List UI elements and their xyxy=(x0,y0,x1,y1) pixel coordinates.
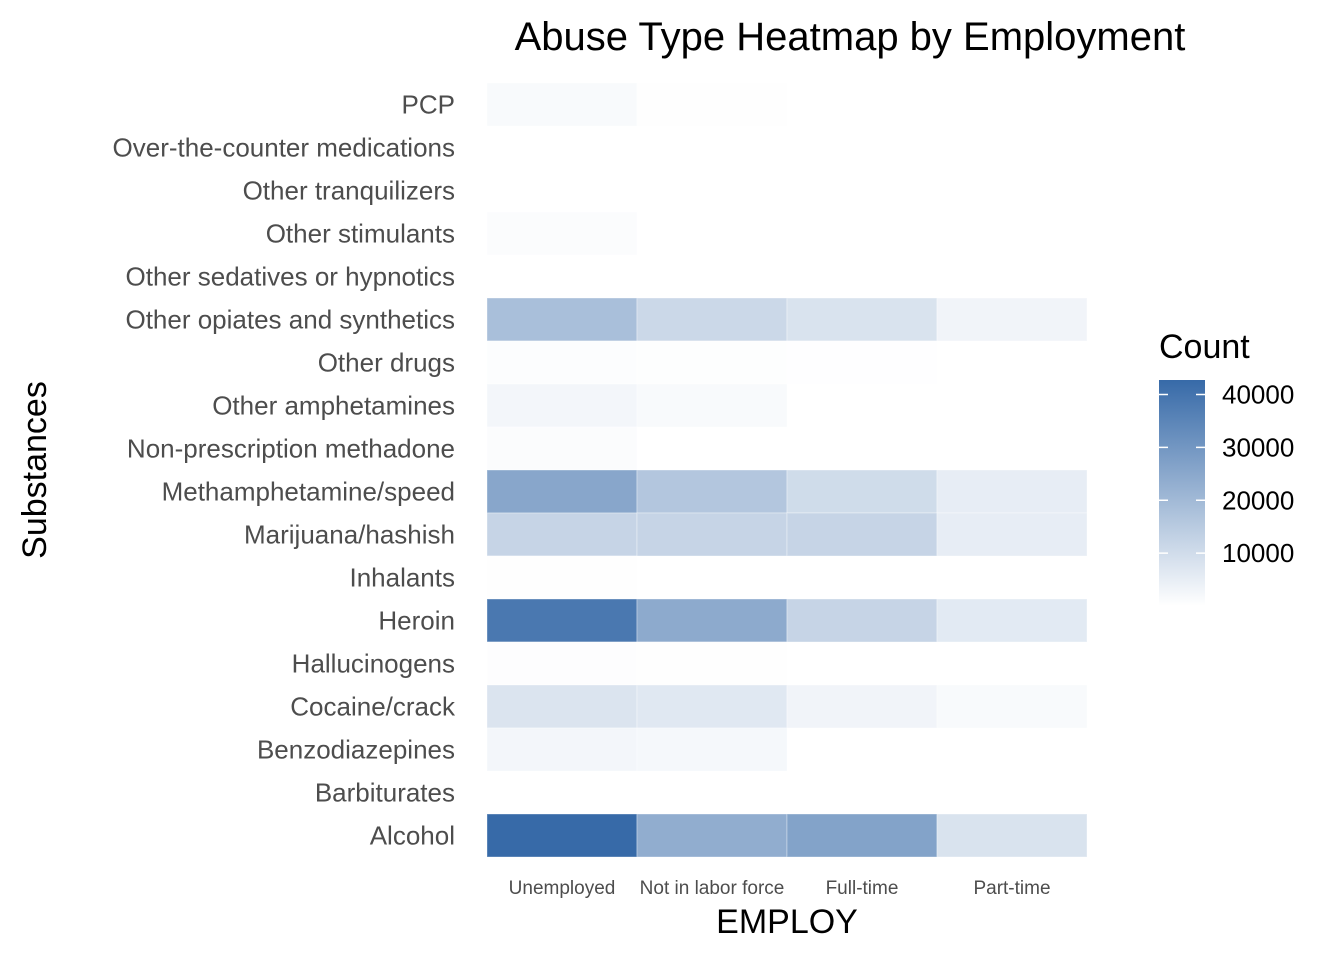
heatmap-cell-non-prescription-methadone-unemployed xyxy=(486,426,638,471)
legend-tick-label: 30000 xyxy=(1222,432,1294,462)
x-tick-full-time: Full-time xyxy=(826,878,899,899)
y-tick-cocaine-crack: Cocaine/crack xyxy=(290,692,456,722)
y-tick-inhalants: Inhalants xyxy=(349,563,455,593)
y-tick-hallucinogens: Hallucinogens xyxy=(292,649,455,679)
heatmap-cell-other-opiates-and-synthetics-part-time xyxy=(936,297,1088,342)
heatmap-cell-marijuana-hashish-part-time xyxy=(936,512,1088,557)
y-tick-other-tranquilizers: Other tranquilizers xyxy=(243,176,455,206)
heatmap-cell-alcohol-full-time xyxy=(786,813,938,858)
heatmap-cell-methamphetamine-speed-full-time xyxy=(786,469,938,514)
y-tick-benzodiazepines: Benzodiazepines xyxy=(257,735,455,765)
legend-tick-label: 10000 xyxy=(1222,538,1294,568)
y-tick-marijuana-hashish: Marijuana/hashish xyxy=(244,520,455,550)
y-tick-other-stimulants: Other stimulants xyxy=(266,219,455,249)
heatmap-cell-other-drugs-not-in-labor-force xyxy=(636,340,788,385)
heatmap-cell-other-drugs-unemployed xyxy=(486,340,638,385)
heatmap-cell-benzodiazepines-unemployed xyxy=(486,727,638,772)
heatmap-cell-other-stimulants-unemployed xyxy=(486,211,638,256)
heatmap-cell-benzodiazepines-not-in-labor-force xyxy=(636,727,788,772)
heatmap-cell-heroin-full-time xyxy=(786,598,938,643)
heatmap-cells xyxy=(486,82,1088,858)
x-axis-label: EMPLOY xyxy=(716,903,858,941)
legend-color-bar xyxy=(1159,380,1205,606)
x-tick-labels: Unemployed Not in labor force Full-time Par… xyxy=(509,878,1051,899)
heatmap-cell-pcp-unemployed xyxy=(486,82,638,127)
heatmap-cell-marijuana-hashish-full-time xyxy=(786,512,938,557)
heatmap-cell-other-amphetamines-not-in-labor-force xyxy=(636,383,788,428)
heatmap-cell-hallucinogens-unemployed xyxy=(486,641,638,686)
y-tick-other-drugs: Other drugs xyxy=(318,348,455,378)
legend-ticks: 10000 20000 30000 40000 xyxy=(1159,380,1294,568)
heatmap-cell-other-drugs-full-time xyxy=(786,340,938,385)
legend-tick-label: 40000 xyxy=(1222,380,1294,410)
y-tick-over-the-counter-medications: Over-the-counter medications xyxy=(113,133,455,163)
x-tick-part-time: Part-time xyxy=(973,878,1050,899)
y-tick-barbiturates: Barbiturates xyxy=(315,778,455,808)
heatmap-cell-other-opiates-and-synthetics-full-time xyxy=(786,297,938,342)
heatmap-cell-marijuana-hashish-unemployed xyxy=(486,512,638,557)
heatmap-cell-methamphetamine-speed-unemployed xyxy=(486,469,638,514)
heatmap-cell-heroin-not-in-labor-force xyxy=(636,598,788,643)
heatmap-cell-marijuana-hashish-not-in-labor-force xyxy=(636,512,788,557)
heatmap-cell-inhalants-unemployed xyxy=(486,555,638,600)
heatmap-cell-other-opiates-and-synthetics-not-in-labor-force xyxy=(636,297,788,342)
x-tick-not-in-labor-force: Not in labor force xyxy=(640,878,785,899)
y-tick-heroin: Heroin xyxy=(378,606,455,636)
heatmap-cell-cocaine-crack-unemployed xyxy=(486,684,638,729)
legend-title: Count xyxy=(1159,328,1250,366)
y-tick-non-prescription-methadone: Non-prescription methadone xyxy=(127,434,455,464)
heatmap-cell-cocaine-crack-not-in-labor-force xyxy=(636,684,788,729)
legend: Count 10000 20000 30000 40000 xyxy=(1159,328,1294,606)
y-tick-pcp: PCP xyxy=(402,90,455,120)
y-tick-alcohol: Alcohol xyxy=(370,821,455,851)
heatmap-cell-pcp-not-in-labor-force xyxy=(636,82,788,127)
heatmap-cell-methamphetamine-speed-not-in-labor-force xyxy=(636,469,788,514)
y-tick-other-amphetamines: Other amphetamines xyxy=(212,391,455,421)
chart-title: Abuse Type Heatmap by Employment xyxy=(515,15,1186,59)
heatmap-cell-alcohol-not-in-labor-force xyxy=(636,813,788,858)
heatmap-cell-other-amphetamines-unemployed xyxy=(486,383,638,428)
heatmap-cell-hallucinogens-not-in-labor-force xyxy=(636,641,788,686)
y-tick-other-opiates-and-synthetics: Other opiates and synthetics xyxy=(125,305,455,335)
heatmap-cell-alcohol-part-time xyxy=(936,813,1088,858)
y-tick-labels: PCP Over-the-counter medications Other tra… xyxy=(113,90,456,851)
heatmap-cell-cocaine-crack-full-time xyxy=(786,684,938,729)
x-tick-unemployed: Unemployed xyxy=(509,878,616,899)
y-tick-other-sedatives-or-hypnotics: Other sedatives or hypnotics xyxy=(126,262,456,292)
y-tick-methamphetamine-speed: Methamphetamine/speed xyxy=(162,477,455,507)
heatmap-cell-heroin-part-time xyxy=(936,598,1088,643)
heatmap-cell-other-opiates-and-synthetics-unemployed xyxy=(486,297,638,342)
heatmap-cell-cocaine-crack-part-time xyxy=(936,684,1088,729)
y-axis-label: Substances xyxy=(16,381,54,559)
legend-tick-label: 20000 xyxy=(1222,485,1294,515)
heatmap-cell-heroin-unemployed xyxy=(486,598,638,643)
heatmap-cell-alcohol-unemployed xyxy=(486,813,638,858)
heatmap-cell-methamphetamine-speed-part-time xyxy=(936,469,1088,514)
